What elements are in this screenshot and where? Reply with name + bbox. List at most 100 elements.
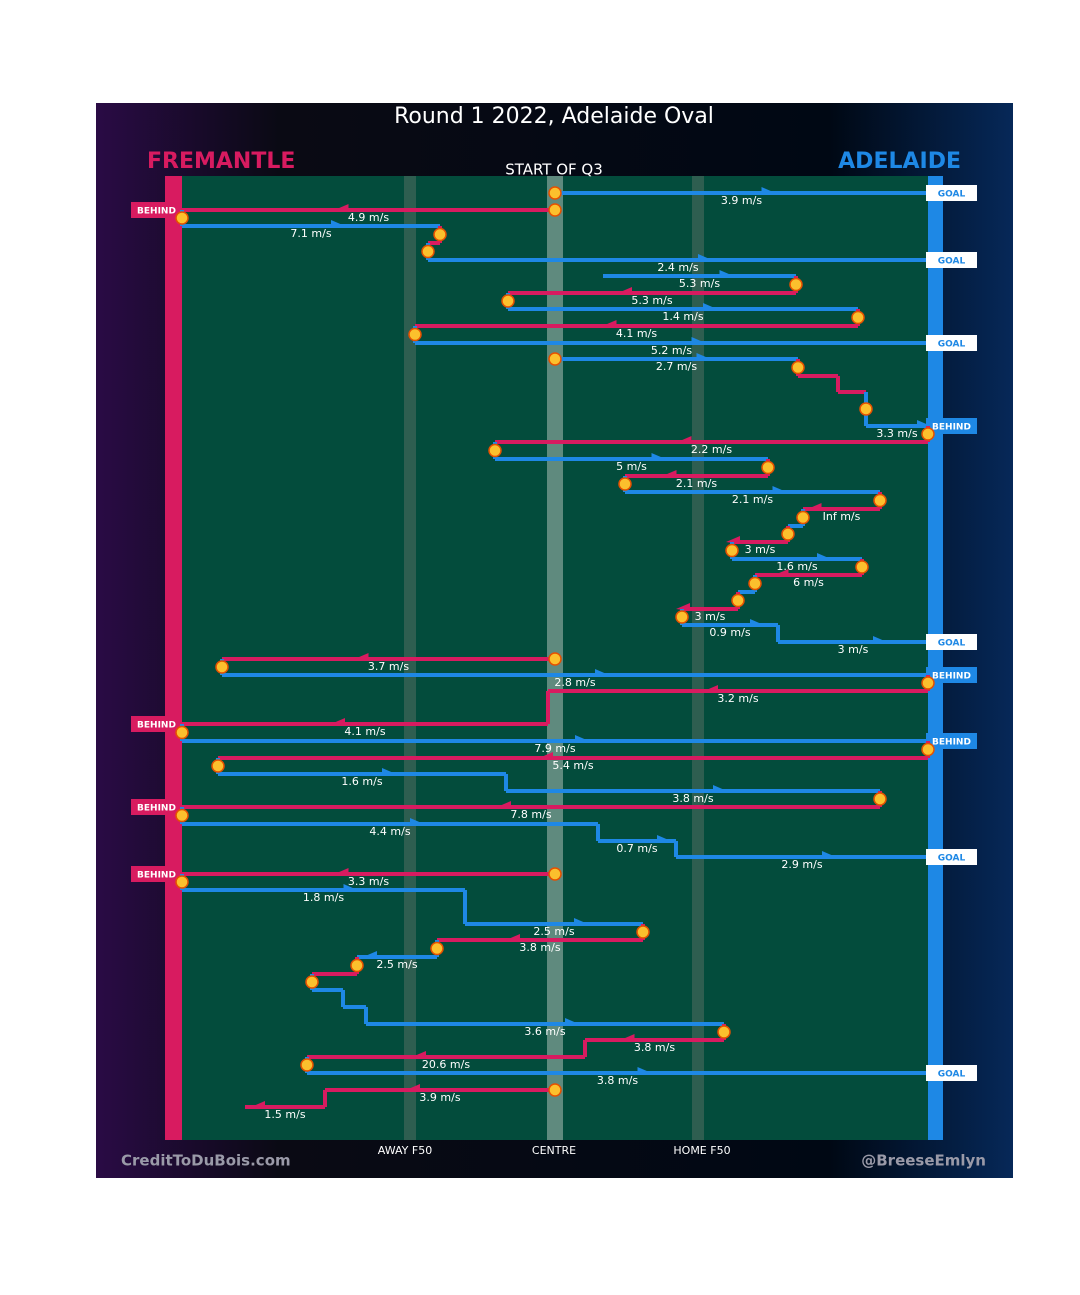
speed-label: 0.9 m/s: [709, 626, 750, 639]
outcome-label: BEHIND: [932, 672, 971, 682]
speed-label: 4.1 m/s: [344, 725, 385, 738]
arrow: [719, 270, 734, 278]
outcome-label: GOAL: [938, 854, 966, 864]
speed-label: 1.8 m/s: [303, 891, 344, 904]
speed-label: 1.4 m/s: [662, 310, 703, 323]
speed-label: 3.6 m/s: [524, 1025, 565, 1038]
arrow: [750, 619, 764, 627]
speed-label: 3.8 m/s: [672, 792, 713, 805]
outcome-badge: [131, 202, 182, 218]
outcome-badge: [926, 634, 977, 650]
fremantle-bar: [165, 176, 182, 1140]
speed-label: 3 m/s: [695, 610, 726, 623]
contest-marker: [791, 360, 805, 375]
zone-label: AWAY F50: [378, 1144, 432, 1157]
arrow: [539, 752, 553, 760]
outcome-badge: [926, 252, 977, 268]
speed-label: 20.6 m/s: [422, 1058, 470, 1071]
speed-label: 5.3 m/s: [679, 277, 720, 290]
speed-label: 2.4 m/s: [657, 261, 698, 274]
speed-label: 3 m/s: [838, 643, 869, 656]
arrow: [807, 503, 822, 511]
contest-marker: [175, 808, 189, 823]
outcome-label: GOAL: [938, 257, 966, 267]
arrow: [334, 204, 349, 212]
home-team: FREMANTLE: [147, 149, 295, 174]
contest-marker: [748, 576, 762, 591]
start-label: START OF Q3: [505, 161, 603, 179]
contest-marker: [855, 560, 869, 574]
contest-marker: [548, 1083, 562, 1097]
arrow: [382, 768, 396, 776]
arrow: [698, 254, 712, 262]
contest-marker: [501, 294, 515, 308]
speed-label: 1.5 m/s: [264, 1108, 305, 1121]
outcome-label: BEHIND: [932, 423, 971, 433]
arrow: [410, 818, 424, 826]
outcome-label: BEHIND: [137, 721, 176, 731]
arrow: [331, 718, 345, 726]
arrow: [334, 868, 349, 876]
speed-label: 5.2 m/s: [651, 344, 692, 357]
arrow: [704, 685, 718, 693]
arrow: [657, 835, 671, 843]
contest-marker: [851, 310, 865, 325]
arrow: [676, 603, 690, 611]
contest-marker: [873, 493, 887, 508]
arrow: [575, 735, 589, 743]
arrow: [772, 486, 787, 494]
contest-marker: [175, 875, 189, 889]
contest-marker: [921, 742, 935, 757]
speed-label: 2.2 m/s: [691, 443, 732, 456]
contest-marker: [731, 593, 745, 608]
credit: CreditToDuBois.com: [121, 1152, 291, 1170]
contest-marker: [211, 759, 225, 773]
contest-marker: [175, 725, 189, 740]
speed-label: 4.4 m/s: [369, 825, 410, 838]
contest-marker: [636, 925, 650, 939]
contest-marker: [408, 327, 422, 342]
outcome-label: BEHIND: [137, 207, 176, 217]
arrow: [761, 187, 776, 195]
speed-label: 3.8 m/s: [519, 941, 560, 954]
speed-label: 4.9 m/s: [348, 211, 389, 224]
contest-marker: [717, 1025, 731, 1039]
speed-label: 5 m/s: [616, 460, 647, 473]
arrow: [637, 1067, 652, 1075]
arrow: [343, 884, 358, 892]
arrow: [726, 536, 740, 544]
speed-label: 2.9 m/s: [781, 858, 822, 871]
arrow: [620, 1034, 635, 1042]
contest-marker: [789, 277, 803, 292]
speed-label: 2.5 m/s: [533, 925, 574, 938]
home-f50-line: [692, 176, 704, 1140]
contest-marker: [796, 510, 810, 525]
outcome-label: GOAL: [938, 190, 966, 200]
speed-label: 3.8 m/s: [634, 1041, 675, 1054]
contest-marker: [548, 203, 562, 217]
speed-label: 2.5 m/s: [376, 958, 417, 971]
arrow: [713, 785, 727, 793]
speed-label: 3.9 m/s: [419, 1091, 460, 1104]
arrow: [595, 669, 609, 677]
zone-label: CENTRE: [532, 1144, 576, 1157]
arrow: [363, 951, 377, 959]
arrow: [412, 1051, 426, 1059]
contest-marker: [175, 211, 189, 225]
adelaide-bar: [928, 176, 943, 1140]
arrow: [696, 353, 711, 361]
speed-label: 0.7 m/s: [616, 842, 657, 855]
arrow: [774, 569, 789, 577]
zone-label: HOME F50: [673, 1144, 730, 1157]
speed-label: 2.8 m/s: [554, 676, 595, 689]
arrow: [873, 636, 887, 644]
contest-marker: [873, 792, 887, 806]
speed-label: 3.3 m/s: [348, 875, 389, 888]
contest-marker: [921, 676, 935, 690]
arrow: [602, 320, 617, 328]
speed-label: 2.7 m/s: [656, 360, 697, 373]
contest-marker: [305, 975, 319, 989]
outcome-badge: [131, 866, 182, 882]
arrow: [251, 1101, 265, 1109]
